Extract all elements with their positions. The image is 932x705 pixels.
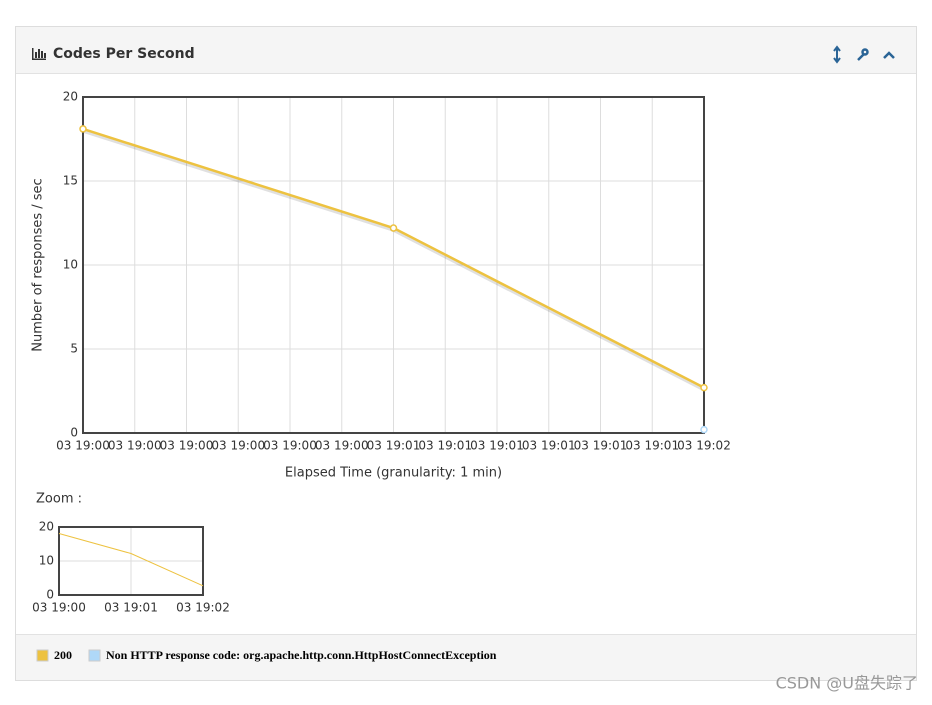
resize-button[interactable] (833, 45, 841, 64)
plot-frame (58, 526, 204, 596)
point (700, 425, 708, 434)
y-tick-label: 20 (63, 90, 78, 104)
y-tick-label: 10 (39, 554, 54, 568)
x-tick-label: 03 19:01 (574, 439, 628, 453)
x-tick-label: 03 19:01 (418, 439, 472, 453)
x-tick-label: 03 19:00 (160, 439, 214, 453)
panel-title: Codes Per Second (53, 46, 195, 62)
x-axis-label: Elapsed Time (granularity: 1 min) (285, 466, 502, 481)
y-tick-label: 20 (39, 520, 54, 534)
y-tick-label: 5 (70, 342, 78, 356)
legend-swatch (88, 649, 101, 662)
zoom-label: Zoom : (36, 492, 82, 507)
x-tick-label: 03 19:01 (625, 439, 679, 453)
x-tick-label: 03 19:00 (108, 439, 162, 453)
x-tick-label: 03 19:01 (470, 439, 524, 453)
x-tick-label: 03 19:00 (32, 601, 86, 615)
collapse-button[interactable] (883, 51, 895, 59)
watermark: CSDN @U盘失踪了 (776, 674, 918, 693)
y-tick-label: 15 (63, 174, 78, 188)
x-tick-label: 03 19:02 (677, 439, 731, 453)
bar-chart-icon (32, 48, 46, 60)
plot-frame (82, 96, 705, 434)
legend-label: 200 (54, 648, 72, 662)
x-tick-label: 03 19:01 (367, 439, 421, 453)
y-tick-label: 0 (46, 588, 54, 602)
x-tick-label: 03 19:00 (56, 439, 110, 453)
y-tick-label: 0 (70, 426, 78, 440)
point (389, 224, 398, 232)
x-tick-label: 03 19:00 (315, 439, 369, 453)
point (700, 383, 708, 392)
x-tick-label: 03 19:02 (176, 601, 230, 615)
legend-swatch (36, 649, 49, 662)
x-tick-label: 03 19:01 (522, 439, 576, 453)
x-tick-label: 03 19:00 (211, 439, 265, 453)
panel-header (16, 27, 916, 73)
legend-label: Non HTTP response code: org.apache.http.… (106, 648, 497, 662)
point (79, 125, 87, 133)
y-tick-label: 10 (63, 258, 78, 272)
y-axis-label: Number of responses / sec (31, 178, 46, 351)
x-tick-label: 03 19:01 (104, 601, 158, 615)
panel (15, 26, 917, 681)
legend-area (16, 634, 916, 680)
series-line (58, 532, 204, 587)
settings-button[interactable] (857, 48, 869, 61)
x-tick-label: 03 19:00 (263, 439, 317, 453)
